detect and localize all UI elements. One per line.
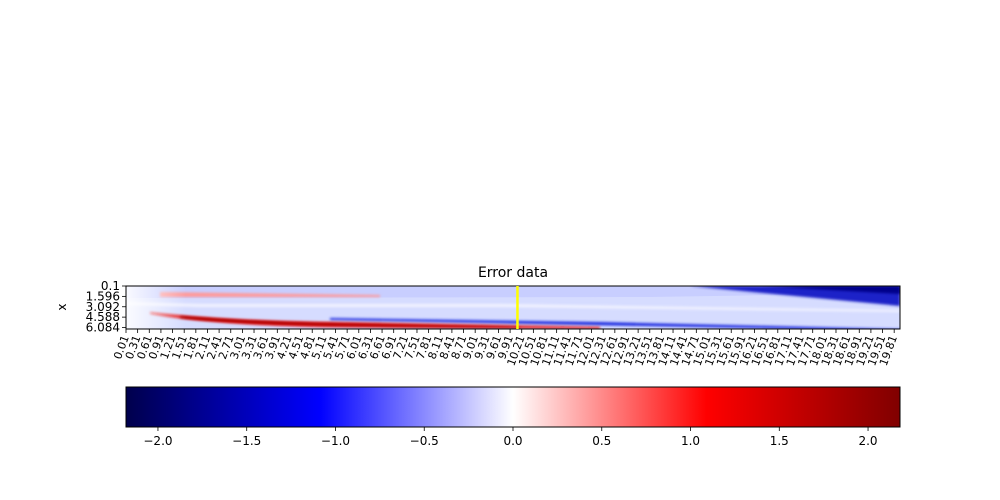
- y-tick-label: 0.1: [101, 279, 120, 293]
- colorbar-tick-label: −1.0: [321, 434, 350, 448]
- colorbar-tick-label: 0.5: [592, 434, 611, 448]
- heatmap-blue-streak: [330, 318, 900, 329]
- y-tick-label: 4.588: [86, 310, 120, 324]
- heatmap-area: [126, 286, 900, 329]
- colorbar-tick-label: 1.5: [770, 434, 789, 448]
- heatmap-red-band: [150, 312, 600, 329]
- y-tick-label: 6.084: [86, 321, 120, 335]
- heatmap-frame: [125, 285, 901, 330]
- heatmap-deep-blue-wedge: [760, 286, 900, 294]
- colorbar-tick-label: 1.0: [681, 434, 700, 448]
- heatmap-deep-red-band: [180, 316, 520, 328]
- y-axis-label: x: [55, 303, 69, 310]
- heatmap-white-center-band: [126, 302, 900, 312]
- colorbar: [125, 386, 901, 428]
- x-axis-ticks: 0.010.310.610.911.211.511.812.112.412.71…: [111, 329, 900, 368]
- y-tick-label: 1.596: [86, 289, 120, 303]
- colorbar-tick-label: 2.0: [858, 434, 877, 448]
- heatmap-light-red-band: [160, 292, 380, 297]
- colorbar-tick-label: −0.5: [410, 434, 439, 448]
- heatmap-left-fade: [126, 286, 186, 329]
- colorbar-tick-label: −1.5: [232, 434, 261, 448]
- colorbar-ticks: −2.0 −1.5 −1.0 −0.5 0.0 0.5 1.0 1.5 2.0: [143, 427, 878, 448]
- colorbar-tick-label: 0.0: [503, 434, 522, 448]
- colorbar-tick-label: −2.0: [143, 434, 172, 448]
- y-tick-label: 3.092: [86, 300, 120, 314]
- chart-title: Error data: [478, 265, 548, 281]
